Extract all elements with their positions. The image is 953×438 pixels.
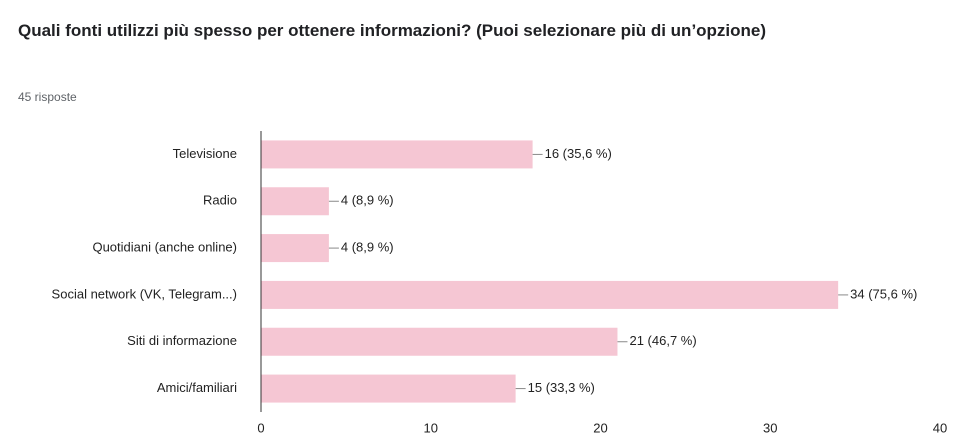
value-label: 4 (8,9 %) [341,240,394,255]
x-tick-label: 10 [424,420,438,435]
x-tick-label: 20 [593,420,607,435]
y-tick-label: Amici/familiari [157,380,237,395]
y-tick-label: Radio [203,193,237,208]
bar [261,280,839,309]
value-label: 34 (75,6 %) [850,286,917,301]
value-label: 16 (35,6 %) [545,146,612,161]
bar [261,374,516,403]
y-tick-label: Televisione [173,146,237,161]
bar [261,234,329,263]
y-tick-label: Quotidiani (anche online) [92,240,237,255]
y-tick-label: Siti di informazione [127,333,237,348]
x-tick-label: 0 [257,420,264,435]
y-tick-label: Social network (VK, Telegram...) [52,286,237,301]
value-label: 15 (33,3 %) [528,380,595,395]
bar [261,187,329,216]
bar [261,140,533,169]
bar [261,327,618,356]
chart-subtitle: 45 risposte [18,90,77,104]
x-tick-label: 30 [763,420,777,435]
value-label: 4 (8,9 %) [341,193,394,208]
x-tick-label: 40 [933,420,947,435]
value-label: 21 (46,7 %) [629,333,696,348]
chart-title: Quali fonti utilizzi più spesso per otte… [18,21,767,40]
